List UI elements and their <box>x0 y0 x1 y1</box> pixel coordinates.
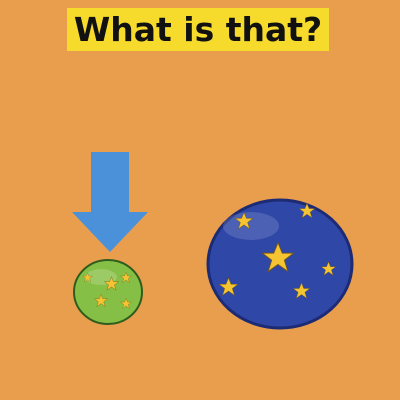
title-box: What is that? <box>67 8 329 51</box>
blue-star-ball <box>206 198 354 330</box>
green-star-ball <box>73 259 143 325</box>
title-text: What is that? <box>73 10 323 49</box>
arrow-down-icon <box>72 152 148 252</box>
